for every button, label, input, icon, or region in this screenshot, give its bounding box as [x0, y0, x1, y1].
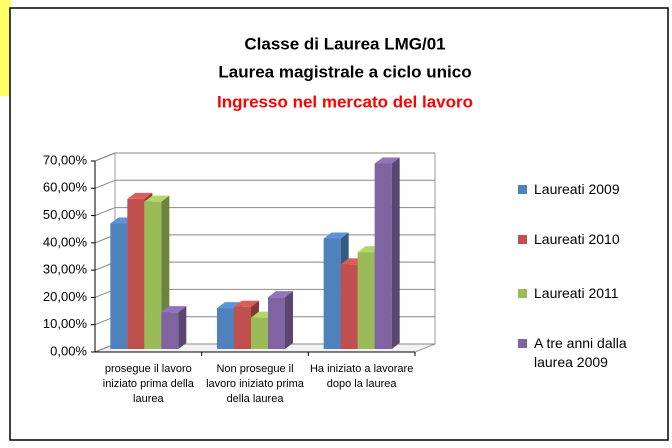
bar-front [357, 252, 375, 349]
bar-top [323, 232, 349, 239]
chart-subtitle: Laurea magistrale a ciclo unico [218, 62, 471, 81]
x-tick-label: prosegue il lavoro iniziato prima della … [102, 363, 194, 405]
bar-side [391, 157, 400, 349]
bar-front [374, 163, 392, 349]
legend-swatch [518, 289, 527, 298]
bar-top [268, 291, 293, 298]
legend-swatch [518, 235, 527, 244]
y-tick-label: 10,00% [43, 316, 88, 331]
bar-top [234, 300, 259, 307]
bar-top [127, 192, 153, 199]
legend-label: Laureati 2009 [534, 181, 620, 197]
bar-front [217, 308, 234, 349]
bar-front [127, 198, 145, 349]
bar-top [374, 157, 400, 164]
grid-line [94, 207, 116, 217]
chart-title: Classe di Laurea LMG/01 [244, 34, 445, 53]
bar-front [161, 312, 179, 349]
x-tick-label: Ha iniziato a lavorare dopo la laurea [309, 363, 414, 390]
legend-label: Laureati 2011 [534, 285, 619, 301]
legend-label: Laureati 2010 [534, 231, 620, 247]
bar [374, 157, 400, 349]
chart-subtitle: Ingresso nel mercato del lavoro [217, 92, 473, 111]
y-tick-label: 50,00% [43, 207, 88, 222]
grid-line [94, 179, 116, 189]
legend-swatch [518, 339, 527, 348]
bar-front [323, 238, 341, 349]
bar-top [161, 306, 187, 313]
y-tick-label: 70,00% [43, 152, 88, 167]
bar-side [285, 291, 293, 349]
cell-highlight [0, 0, 11, 96]
y-tick-label: 30,00% [43, 262, 88, 277]
bar-side [178, 306, 187, 349]
bar-front [268, 297, 285, 349]
bar-front [340, 264, 358, 349]
x-tick-label: Non prosegue il lavoro iniziato prima de… [206, 363, 304, 405]
y-tick-label: 40,00% [43, 234, 88, 249]
bar-top [144, 195, 170, 202]
bar-front [251, 317, 268, 349]
bar-front [144, 201, 162, 349]
bar-front [110, 223, 128, 349]
y-tick-label: 60,00% [43, 180, 88, 195]
y-tick-label: 20,00% [43, 289, 88, 304]
grid-line [94, 152, 116, 162]
bar [268, 291, 293, 349]
legend-label: A tre anni dalla laurea 2009 [534, 335, 627, 370]
bar [161, 306, 187, 349]
y-tick-label: 0,00% [50, 343, 87, 358]
bar-front [234, 306, 251, 349]
legend-swatch [518, 185, 527, 194]
